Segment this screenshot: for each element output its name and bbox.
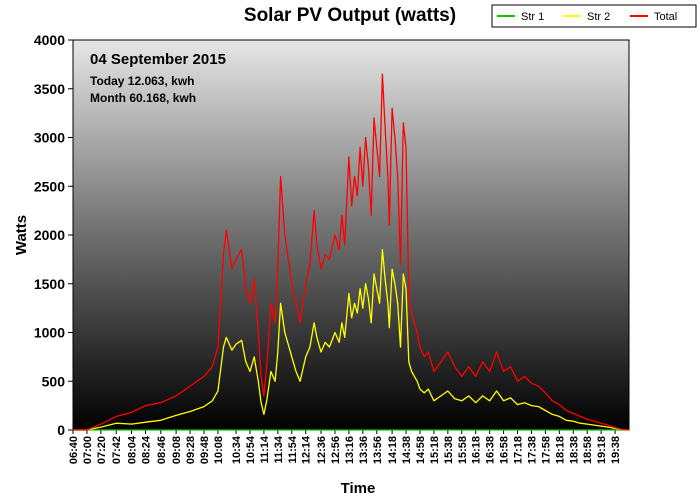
x-tick-label: 07:20 — [96, 436, 108, 464]
x-tick-label: 16:38 — [485, 436, 497, 464]
x-tick-label: 08:24 — [140, 435, 152, 464]
x-tick-label: 11:54 — [287, 435, 299, 463]
x-tick-label: 13:56 — [372, 436, 384, 464]
x-tick-label: 10:54 — [245, 435, 257, 464]
annotation-month: Month 60.168, kwh — [90, 91, 196, 105]
annotation-today: Today 12.063, kwh — [90, 74, 195, 88]
y-tick-label: 1000 — [34, 325, 65, 341]
x-tick-label: 19:38 — [610, 436, 622, 464]
x-tick-label: 08:46 — [156, 436, 168, 464]
x-tick-label: 15:58 — [457, 436, 469, 464]
legend-box — [491, 4, 697, 28]
x-tick-label: 17:58 — [540, 436, 552, 464]
y-tick-label: 3000 — [34, 130, 65, 146]
legend-label-str1: Str 1 — [521, 11, 544, 23]
x-tick-label: 14:58 — [415, 436, 427, 464]
x-tick-label: 12:56 — [330, 436, 342, 464]
x-tick-label: 11:34 — [273, 435, 285, 463]
x-tick-label: 13:36 — [358, 436, 370, 464]
y-tick-label: 2500 — [34, 178, 65, 194]
x-tick-label: 18:18 — [554, 436, 566, 464]
x-tick-label: 12:14 — [301, 435, 313, 464]
plot-background — [73, 40, 629, 430]
x-tick-label: 06:40 — [68, 436, 80, 464]
x-tick-label: 12:36 — [316, 436, 328, 464]
x-tick-label: 14:18 — [387, 436, 399, 464]
x-tick-label: 18:38 — [568, 436, 580, 464]
x-tick-label: 09:08 — [171, 436, 183, 464]
y-tick-label: 0 — [57, 422, 65, 438]
x-tick-label: 17:38 — [526, 436, 538, 464]
x-axis-label: Time — [341, 480, 376, 497]
x-tick-label: 09:48 — [199, 436, 211, 464]
y-tick-label: 3500 — [34, 81, 65, 97]
x-tick-label: 11:14 — [259, 435, 271, 463]
y-tick-label: 4000 — [34, 32, 65, 48]
series-layer — [73, 73, 630, 431]
y-tick-label: 1500 — [34, 276, 65, 292]
series-line-total — [73, 73, 630, 431]
annotation-date: 04 September 2015 — [90, 51, 226, 68]
legend-label-total: Total — [654, 11, 677, 23]
x-tick-label: 19:18 — [596, 436, 608, 464]
x-tick-label: 15:18 — [429, 436, 441, 464]
x-tick-label: 07:42 — [111, 436, 123, 464]
x-tick-label: 07:00 — [82, 436, 94, 464]
x-tick-label: 16:18 — [471, 436, 483, 464]
x-axis: 06:40 07:00 07:20 07:42 08:04 08:24 08:46 09:08… — [68, 430, 622, 464]
x-tick-label: 13:16 — [344, 436, 356, 464]
legend-label-str2: Str 2 — [587, 11, 610, 23]
y-axis-label: Watts — [13, 215, 30, 255]
x-tick-label: 10:34 — [231, 435, 243, 464]
x-tick-label: 18:58 — [582, 436, 594, 464]
x-tick-label: 10:08 — [213, 436, 225, 464]
y-tick-label: 2000 — [34, 227, 65, 243]
x-tick-label: 14:38 — [401, 436, 413, 464]
series-line-str2 — [73, 248, 630, 431]
x-tick-label: 16:58 — [499, 436, 511, 464]
x-tick-label: 08:04 — [127, 435, 139, 464]
y-tick-label: 500 — [42, 373, 66, 389]
x-tick-label: 09:28 — [185, 436, 197, 464]
chart-title: Solar PV Output (watts) — [244, 5, 456, 26]
x-tick-label: 15:38 — [443, 436, 455, 464]
legend: Str 1 Str 2 Total — [491, 4, 697, 28]
x-tick-label: 17:18 — [513, 436, 525, 464]
y-axis: 0 500 1000 1500 2000 2500 3000 3500 4000 — [34, 32, 73, 438]
